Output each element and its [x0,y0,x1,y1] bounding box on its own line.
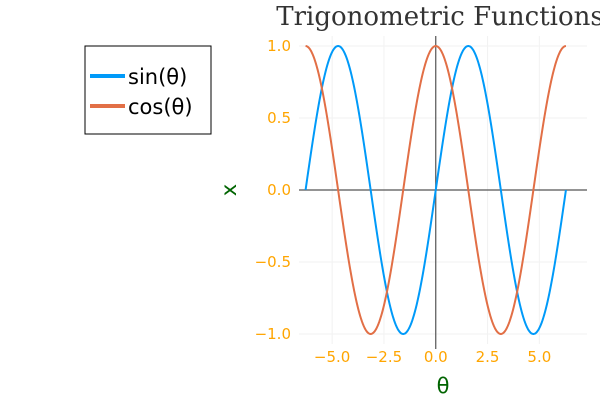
y-tick-label: 0.5 [267,109,291,127]
y-axis-label: x [217,184,241,196]
series-line-sin [304,45,567,335]
legend-box [84,45,212,135]
axes [299,36,587,349]
y-tick-label: 1.0 [267,37,291,55]
series-lines [304,45,567,335]
series-line-cos [305,45,567,335]
x-tick-label: −2.5 [366,348,402,366]
x-tick-label: 0.0 [424,348,448,366]
y-tick-label: −0.5 [255,253,291,271]
tick-labels: −5.0 −2.5 0.0 2.5 5.0 1.0 0.5 0.0 −0.5 −1.0 [255,37,552,366]
y-tick-label: 0.0 [267,181,291,199]
x-tick-label: 5.0 [527,348,551,366]
y-tick-label: −1.0 [255,325,291,343]
x-tick-label: −5.0 [314,348,350,366]
legend-label-sin: sin(θ) [128,65,187,89]
x-axis-label: θ [437,374,450,398]
chart-title: Trigonometric Functions [276,2,600,32]
legend-label-cos: cos(θ) [128,95,193,119]
legend: sin(θ) cos(θ) [84,45,212,135]
x-tick-label: 2.5 [476,348,500,366]
